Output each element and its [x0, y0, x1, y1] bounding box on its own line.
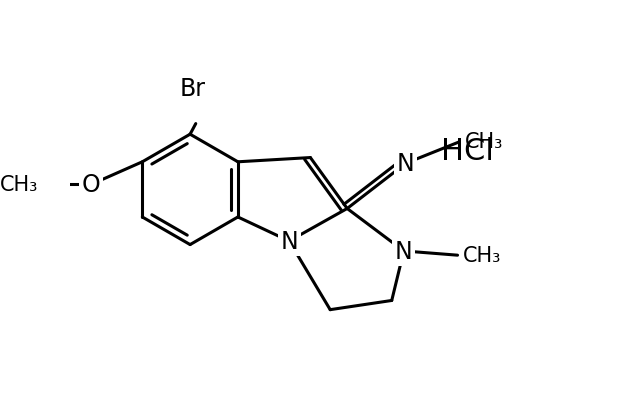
Text: CH₃: CH₃ [465, 131, 503, 151]
Text: N: N [280, 229, 298, 253]
Text: HCl: HCl [441, 137, 494, 166]
Text: CH₃: CH₃ [0, 175, 38, 195]
Text: Br: Br [179, 76, 205, 100]
Text: N: N [395, 239, 413, 263]
Text: O: O [82, 173, 100, 197]
Text: CH₃: CH₃ [463, 245, 502, 265]
Text: N: N [397, 152, 415, 176]
